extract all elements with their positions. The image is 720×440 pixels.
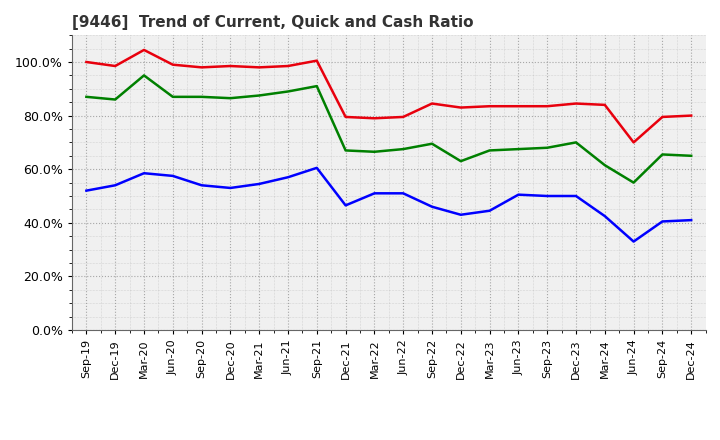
Cash Ratio — [226, 185, 235, 191]
Cash Ratio — [514, 192, 523, 197]
Cash Ratio — [600, 213, 609, 219]
Current Ratio — [312, 58, 321, 63]
Quick Ratio — [284, 89, 292, 94]
Cash Ratio — [658, 219, 667, 224]
Current Ratio — [514, 103, 523, 109]
Cash Ratio — [111, 183, 120, 188]
Current Ratio — [341, 114, 350, 120]
Quick Ratio — [82, 94, 91, 99]
Cash Ratio — [82, 188, 91, 193]
Cash Ratio — [687, 217, 696, 223]
Quick Ratio — [399, 147, 408, 152]
Current Ratio — [226, 63, 235, 69]
Quick Ratio — [341, 148, 350, 153]
Cash Ratio — [485, 208, 494, 213]
Current Ratio — [197, 65, 206, 70]
Quick Ratio — [168, 94, 177, 99]
Quick Ratio — [370, 149, 379, 154]
Current Ratio — [370, 116, 379, 121]
Line: Current Ratio: Current Ratio — [86, 50, 691, 143]
Current Ratio — [572, 101, 580, 106]
Current Ratio — [629, 140, 638, 145]
Cash Ratio — [370, 191, 379, 196]
Quick Ratio — [600, 162, 609, 168]
Line: Quick Ratio: Quick Ratio — [86, 75, 691, 183]
Quick Ratio — [197, 94, 206, 99]
Quick Ratio — [543, 145, 552, 150]
Current Ratio — [485, 103, 494, 109]
Cash Ratio — [312, 165, 321, 170]
Quick Ratio — [514, 147, 523, 152]
Cash Ratio — [197, 183, 206, 188]
Quick Ratio — [456, 158, 465, 164]
Quick Ratio — [629, 180, 638, 185]
Cash Ratio — [572, 193, 580, 198]
Current Ratio — [456, 105, 465, 110]
Current Ratio — [140, 47, 148, 52]
Cash Ratio — [428, 204, 436, 209]
Quick Ratio — [572, 140, 580, 145]
Cash Ratio — [284, 175, 292, 180]
Cash Ratio — [456, 212, 465, 217]
Current Ratio — [255, 65, 264, 70]
Current Ratio — [82, 59, 91, 65]
Current Ratio — [168, 62, 177, 67]
Cash Ratio — [255, 181, 264, 187]
Current Ratio — [284, 63, 292, 69]
Quick Ratio — [140, 73, 148, 78]
Current Ratio — [600, 102, 609, 107]
Quick Ratio — [111, 97, 120, 102]
Quick Ratio — [226, 95, 235, 101]
Cash Ratio — [543, 193, 552, 198]
Cash Ratio — [341, 203, 350, 208]
Quick Ratio — [687, 153, 696, 158]
Current Ratio — [658, 114, 667, 120]
Quick Ratio — [658, 152, 667, 157]
Current Ratio — [687, 113, 696, 118]
Cash Ratio — [168, 173, 177, 179]
Text: [9446]  Trend of Current, Quick and Cash Ratio: [9446] Trend of Current, Quick and Cash … — [72, 15, 474, 30]
Cash Ratio — [140, 171, 148, 176]
Current Ratio — [399, 114, 408, 120]
Quick Ratio — [428, 141, 436, 147]
Cash Ratio — [629, 239, 638, 244]
Current Ratio — [111, 63, 120, 69]
Current Ratio — [543, 103, 552, 109]
Cash Ratio — [399, 191, 408, 196]
Quick Ratio — [255, 93, 264, 98]
Line: Cash Ratio: Cash Ratio — [86, 168, 691, 242]
Current Ratio — [428, 101, 436, 106]
Quick Ratio — [485, 148, 494, 153]
Quick Ratio — [312, 84, 321, 89]
